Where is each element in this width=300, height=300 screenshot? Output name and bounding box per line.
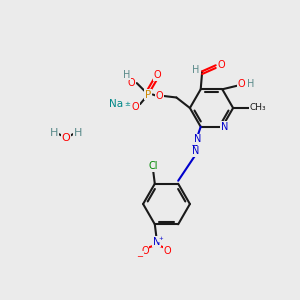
Text: H: H bbox=[247, 79, 254, 89]
Text: H: H bbox=[74, 128, 82, 138]
Text: +: + bbox=[158, 236, 163, 241]
Text: O: O bbox=[141, 246, 149, 256]
Text: O: O bbox=[217, 60, 225, 70]
Text: O: O bbox=[155, 91, 163, 101]
Text: −: − bbox=[136, 252, 144, 261]
Text: H: H bbox=[50, 128, 58, 138]
Text: O: O bbox=[132, 101, 140, 112]
Text: N: N bbox=[194, 134, 201, 144]
Text: Cl: Cl bbox=[148, 161, 158, 171]
Text: ±: ± bbox=[124, 101, 130, 107]
Text: O: O bbox=[164, 246, 172, 256]
Text: H: H bbox=[192, 65, 199, 75]
Text: CH₃: CH₃ bbox=[249, 103, 266, 112]
Text: Na: Na bbox=[109, 99, 123, 109]
Text: O: O bbox=[61, 133, 70, 143]
Text: N: N bbox=[153, 237, 160, 247]
Text: O: O bbox=[128, 77, 135, 88]
Text: P: P bbox=[145, 89, 151, 100]
Text: O: O bbox=[153, 70, 161, 80]
Text: O: O bbox=[238, 79, 246, 89]
Text: N: N bbox=[221, 122, 228, 132]
Text: N: N bbox=[192, 146, 199, 156]
Text: H: H bbox=[123, 70, 130, 80]
